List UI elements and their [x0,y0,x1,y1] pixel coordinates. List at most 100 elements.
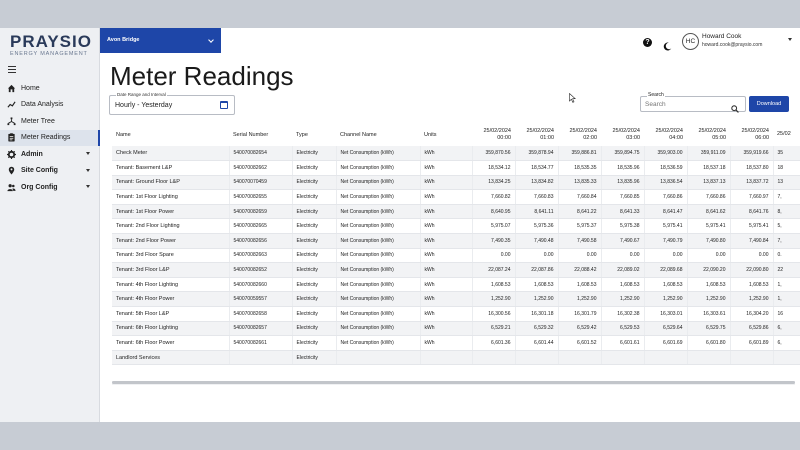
table-row[interactable]: Tenant: 5th Floor L&P 540070082658 Electri… [112,306,800,322]
sidebar-item-data-analysis[interactable]: Data Analysis [0,97,100,114]
cell-channel-name: Net Consumption (kWh) [336,306,421,322]
calendar-icon[interactable] [220,101,228,109]
cell-reading: 13,836.54 [644,175,688,191]
table-row[interactable]: Tenant: 1st Floor Power 540070082659 Elect… [112,204,800,220]
cell-reading: 6,529.64 [644,321,688,337]
cell-units: kWh [420,262,473,278]
scrollbar-thumb[interactable] [112,381,795,384]
help-icon[interactable]: ? [643,38,652,47]
site-selector[interactable]: Avon Bridge [100,28,221,53]
sidebar-item-label: Home [21,84,40,92]
cell-reading: 13,837.13 [687,175,731,191]
cell-reading: 7,490.79 [644,233,688,249]
cell-reading: 16,300.56 [472,306,516,322]
horizontal-scrollbar[interactable] [112,381,795,385]
column-header-time[interactable]: 25/02 [777,131,791,137]
cell-name: Tenant: 4th Floor Power [112,291,230,308]
cell-reading: 7,660.83 [515,189,559,205]
cell-reading: 13 [773,175,800,191]
cell-reading: 1,252.90 [730,291,774,308]
date-range-label: Date Range and Interval [116,92,167,97]
cell-units: kWh [420,321,473,337]
table-row[interactable]: Tenant: 3rd Floor L&P 540070082652 Electri… [112,262,800,278]
cell-reading: 8, [773,204,800,220]
column-header-units[interactable]: Units [424,131,437,138]
cell-reading: 13,837.72 [730,175,774,191]
table-row[interactable]: Tenant: 2nd Floor Lighting 540070082665 El… [112,218,800,235]
avatar[interactable]: HC [682,33,699,50]
cell-reading: 6, [773,321,800,337]
cell-reading: 22,088.42 [558,262,602,278]
sidebar-item-org-config[interactable]: Org Config [0,179,100,196]
cell-reading: 359,870.56 [472,146,516,162]
cell-reading: 22,089.68 [644,262,688,278]
moon-icon[interactable] [663,38,672,51]
column-header-time[interactable]: 25/02/2024 01:00 [526,127,554,141]
cell-reading: 6,529.75 [687,321,731,337]
logo[interactable]: PRAYSIO ENERGY MANAGEMENT [10,33,92,58]
search-input[interactable] [645,100,725,109]
table-row[interactable]: Tenant: 6th Floor Lighting 540070082657 El… [112,321,800,337]
column-header-time[interactable]: 25/02/2024 04:00 [655,127,683,141]
download-button[interactable]: Download [749,96,789,112]
cell-serial-number: 540070082662 [229,160,293,176]
column-header-time[interactable]: 25/02/2024 05:00 [698,127,726,141]
column-header-time[interactable]: 25/02/2024 03:00 [612,127,640,141]
sidebar-item-home[interactable]: Home [0,80,100,97]
menu-icon[interactable] [8,66,16,73]
table-row[interactable]: Tenant: Basement L&P 540070082662 Electric… [112,160,800,176]
column-header-time[interactable]: 25/02/2024 06:00 [741,127,769,141]
cell-reading: 7,490.58 [558,233,602,249]
table-row[interactable]: Tenant: 4th Floor Power 540070059557 Elect… [112,291,800,308]
caret-down-icon [86,185,90,188]
sidebar-item-meter-readings[interactable]: Meter Readings [0,129,100,146]
table-row[interactable]: Tenant: 1st Floor Lighting 540070082655 El… [112,189,800,205]
cell-reading: 1,252.90 [644,291,688,308]
cell-reading: 8,641.22 [558,204,602,220]
sidebar-item-admin[interactable]: Admin [0,146,100,163]
cell-name: Tenant: Ground Floor L&P [112,175,230,191]
column-header-serial[interactable]: Serial Number [233,131,269,138]
table-row[interactable]: Tenant: 3rd Floor Spare 540070082663 Elect… [112,248,800,264]
cell-reading: 6,601.80 [687,335,731,351]
sidebar: PRAYSIO ENERGY MANAGEMENT Home Data Anal… [0,28,100,422]
cell-reading: 18,536.59 [644,160,688,176]
tree-icon [7,117,16,126]
table-row[interactable]: Landlord Services Electricity [112,350,800,366]
cell-channel-name: Net Consumption (kWh) [336,335,421,351]
cell-name: Tenant: 5th Floor L&P [112,306,230,322]
cell-reading: 18 [773,160,800,176]
cell-type: Electricity [292,291,337,308]
app-window: PRAYSIO ENERGY MANAGEMENT Home Data Anal… [0,28,800,422]
cell-reading: 18,534.77 [515,160,559,176]
sidebar-item-meter-tree[interactable]: Meter Tree [0,113,100,130]
table-row[interactable]: Tenant: Ground Floor L&P 540070070459 Elec… [112,175,800,191]
cell-reading: 6,601.69 [644,335,688,351]
caret-down-icon[interactable] [788,38,792,41]
cell-name: Tenant: 6th Floor Power [112,335,230,351]
sidebar-item-site-config[interactable]: Site Config [0,163,100,180]
cell-serial-number: 540070082663 [229,248,293,264]
cell-reading: 6,529.32 [515,321,559,337]
cell-reading: 8,640.95 [472,204,516,220]
cell-reading: 0.00 [515,248,559,264]
column-header-channel[interactable]: Channel Name [340,131,377,138]
column-header-type[interactable]: Type [296,131,308,138]
cell-reading: 6,601.44 [515,335,559,351]
column-header-time[interactable]: 25/02/2024 00:00 [483,127,511,141]
cell-serial-number: 540070082659 [229,204,293,220]
table-row[interactable]: Check Meter 540070082654 Electricity Net Co… [112,146,800,162]
cell-serial-number: 540070070459 [229,175,293,191]
table-row[interactable]: Tenant: 4th Floor Lighting 540070082660 El… [112,277,800,293]
search-icon[interactable] [731,100,739,113]
cell-reading: 359,911.09 [687,146,731,162]
cell-type: Electricity [292,335,337,351]
cell-reading: 16,303.61 [687,306,731,322]
date-range-picker[interactable]: Date Range and Interval Hourly - Yesterd… [109,92,235,115]
column-header-time[interactable]: 25/02/2024 02:00 [569,127,597,141]
table-row[interactable]: Tenant: 2nd Floor Power 540070082656 Elect… [112,233,800,249]
column-header-name[interactable]: Name [116,131,131,138]
cell-reading: 22,090.80 [730,262,774,278]
table-row[interactable]: Tenant: 6th Floor Power 540070082661 Elect… [112,335,800,351]
search-field: Search [640,92,746,113]
